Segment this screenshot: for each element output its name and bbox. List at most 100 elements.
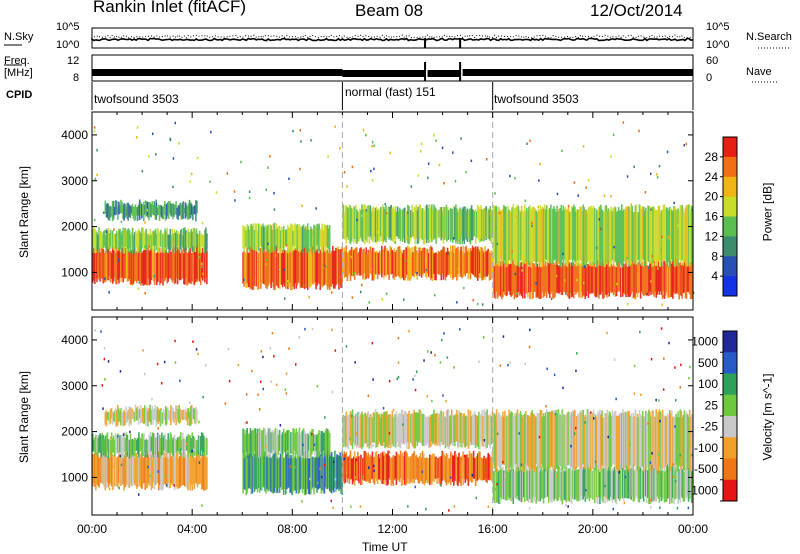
power-band-7-150 (649, 259, 651, 292)
velocity-band-5-50 (394, 456, 397, 479)
cpid-label: CPID (6, 89, 33, 101)
power-band-7-43 (537, 266, 540, 299)
power-speck-247 (361, 283, 363, 287)
velocity-band-3-92 (338, 456, 340, 491)
power-band-1-3 (95, 230, 97, 253)
power-band-4-31 (274, 229, 277, 249)
power-band-0-12 (104, 250, 107, 283)
velocity-band-6-110 (457, 414, 459, 448)
power-band-4-63 (308, 229, 310, 253)
power-band-8-10 (503, 205, 505, 264)
velocity-band-6-15 (358, 411, 360, 448)
velocity-band-5-119 (466, 454, 469, 481)
velocity-speck-16 (570, 444, 572, 448)
velocity-band-8-86 (582, 410, 584, 465)
velocity-band-0-61 (155, 453, 158, 484)
velocity-speck-252 (260, 350, 263, 353)
velocity-band-7-105 (602, 468, 604, 503)
velocity-band-3-68 (313, 456, 315, 495)
power-band-8-89 (585, 209, 588, 267)
velocity-speck-98 (626, 493, 628, 496)
power-band-6-33 (376, 210, 379, 242)
power-band-7-129 (627, 266, 629, 297)
velocity-band-7-26 (519, 466, 522, 502)
velocity-band-2-41 (147, 410, 149, 427)
velocity-band-0-67 (162, 457, 164, 490)
power-band-0-27 (120, 251, 122, 282)
velocity-band-2-40 (146, 408, 148, 421)
velocity-band-3-31 (274, 451, 277, 489)
velocity-band-2-34 (139, 405, 142, 424)
velocity-band-5-58 (402, 456, 405, 480)
velocity-band-8-117 (614, 410, 617, 469)
velocity-band-8-112 (609, 412, 612, 472)
velocity-band-7-176 (676, 468, 678, 497)
power-band-0-100 (196, 246, 199, 281)
velocity-band-1-12 (104, 436, 107, 457)
velocity-speck-39 (499, 364, 502, 367)
power-band-3-38 (281, 250, 284, 288)
velocity-band-1-86 (182, 432, 184, 458)
velocity-speck-66 (343, 457, 345, 461)
power-band-1-82 (177, 231, 180, 250)
velocity-band-6-71 (416, 412, 419, 447)
power-band-0-16 (108, 251, 111, 280)
velocity-band-8-173 (673, 416, 675, 471)
power-speck-137 (420, 142, 423, 145)
power-speck-10 (416, 246, 418, 250)
velocity-band-5-25 (368, 456, 371, 483)
power-speck-113 (472, 298, 474, 302)
power-band-8-184 (684, 207, 687, 263)
velocity-band-1-1 (93, 439, 95, 452)
power-speck-99 (148, 155, 150, 158)
velocity-band-1-69 (164, 433, 166, 457)
power-speck-240 (93, 126, 96, 129)
nsearch-trace (91, 34, 694, 39)
power-speck-189 (644, 191, 647, 194)
power-colorbar-seg-0 (723, 137, 737, 158)
power-band-6-78 (423, 211, 426, 245)
velocity-band-6-138 (486, 409, 488, 448)
power-speck-149 (404, 225, 407, 228)
power-speck-230 (362, 128, 365, 132)
velocity-band-5-32 (375, 451, 378, 481)
velocity-band-7-131 (629, 468, 631, 499)
velocity-band-6-58 (402, 414, 405, 444)
velocity-speck-129 (160, 381, 163, 385)
velocity-band-1-97 (193, 437, 196, 456)
velocity-band-6-125 (472, 414, 475, 445)
velocity-band-7-180 (680, 469, 683, 497)
velocity-speck-171 (345, 345, 348, 348)
velocity-band-1-28 (121, 437, 123, 453)
power-cb-tick-label-24: 24 (705, 170, 719, 184)
power-band-7-167 (666, 261, 669, 299)
power-band-8-8 (501, 210, 503, 267)
power-band-7-157 (656, 266, 659, 295)
velocity-speck-42 (198, 461, 201, 464)
power-band-5-84 (430, 245, 432, 281)
power-band-0-103 (199, 248, 202, 285)
power-band-0-38 (131, 251, 134, 286)
velocity-band-1-92 (188, 435, 190, 453)
velocity-band-8-44 (538, 412, 541, 473)
velocity-speck-29 (108, 487, 111, 491)
power-band-6-2 (344, 205, 347, 240)
power-band-8-170 (670, 209, 672, 262)
power-band-6-5 (347, 207, 350, 240)
velocity-band-1-74 (169, 432, 172, 453)
velocity-band-8-85 (581, 409, 583, 471)
power-band-5-28 (371, 247, 374, 281)
velocity-band-6-70 (415, 412, 418, 442)
velocity-band-8-47 (541, 416, 544, 468)
power-band-5-4 (346, 253, 349, 281)
velocity-band-7-103 (600, 471, 602, 498)
velocity-speck-81 (663, 357, 665, 360)
power-band-8-113 (610, 206, 613, 263)
velocity-band-7-177 (677, 465, 679, 504)
power-speck-39 (196, 156, 199, 160)
power-band-1-93 (189, 232, 191, 248)
velocity-band-4-73 (318, 430, 320, 457)
velocity-band-2-78 (185, 411, 188, 421)
velocity-band-5-36 (380, 453, 382, 481)
velocity-band-3-67 (312, 456, 314, 488)
